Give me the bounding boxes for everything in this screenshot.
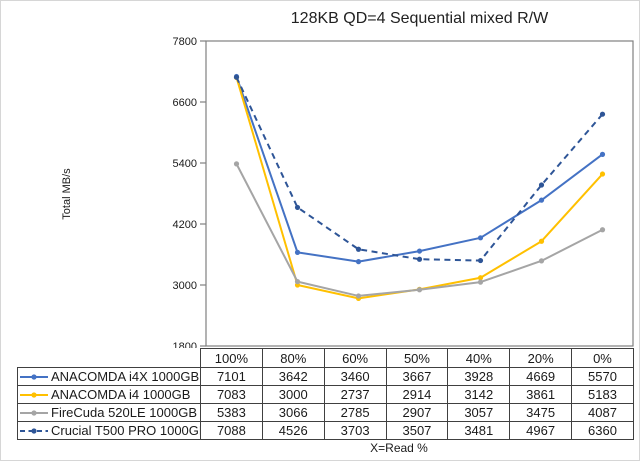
value-cell: 3642 [261,367,325,386]
data-point-marker [416,248,423,254]
y-tick-label: 6600 [173,97,197,109]
category-header-cell: 0% [571,348,634,368]
data-point-marker [599,227,606,233]
data-point-marker [599,171,606,177]
category-header-cell: 20% [509,348,573,368]
data-point-marker [233,74,240,80]
value-cell: 4967 [509,421,573,440]
value-cell: 3475 [509,403,573,422]
value-cell: 3703 [323,421,387,440]
plot-border [205,40,634,347]
series-name: Crucial T500 PRO 1000GB [51,423,201,438]
chart-title: 128KB QD=4 Sequential mixed R/W [290,10,549,27]
y-tick-label: 4200 [173,219,197,231]
plot-area: 1800 3000 4200 5400 6600 7800 [173,36,634,348]
data-point-marker [538,182,545,188]
data-point-marker [477,275,484,281]
category-header-cell: 40% [447,348,511,368]
table-corner-cell [18,349,201,368]
value-cell: 3000 [261,385,325,404]
series-name: FireCuda 520LE 1000GB [51,405,197,420]
data-point-marker [599,111,606,117]
legend-marker-icon [31,373,37,380]
value-cell: 2785 [323,403,387,422]
series-line-icon [20,373,48,380]
value-cell: 2737 [323,385,387,404]
value-cell: 4669 [509,367,573,386]
table-row: Crucial T500 PRO 1000GB 7088 4526 3703 3507 3… [17,421,634,440]
legend-item: ANACOMDA i4X 1000GB [17,367,201,386]
series-name: ANACOMDA i4X 1000GB [51,369,200,384]
value-cell: 3142 [447,385,511,404]
value-cell: 3057 [447,403,511,422]
legend-entry: FireCuda 520LE 1000GB [19,405,200,420]
y-tick-label: 3000 [173,280,197,292]
chart-data-table: 100% 80% 60% 50% 40% 20% 0% ANACOMDA i4X 1000GB… [17,348,634,440]
category-header-cell: 100% [200,348,263,368]
value-cell: 4526 [261,421,325,440]
value-cell: 7083 [200,385,263,404]
table-row: ANACOMDA i4 1000GB 7083 3000 2737 2914 3142 38… [17,385,634,404]
data-point-marker [477,235,484,241]
legend-entry: ANACOMDA i4X 1000GB [19,369,200,384]
category-header-cell: 60% [323,348,387,368]
value-cell: 2907 [385,403,449,422]
table-header-row: 100% 80% 60% 50% 40% 20% 0% [18,348,634,368]
value-cell: 2914 [385,385,449,404]
legend-item: Crucial T500 PRO 1000GB [17,421,201,440]
series-line [235,77,604,300]
value-cell: 3507 [385,421,449,440]
value-cell: 4087 [571,403,634,422]
series-line [235,163,603,297]
legend-entry: Crucial T500 PRO 1000GB [19,423,201,438]
value-cell: 3481 [447,421,511,440]
value-cell: 3928 [447,367,511,386]
value-cell: 5183 [571,385,634,404]
legend-entry: ANACOMDA i4 1000GB [19,387,200,402]
y-tick-label: 1800 [173,341,197,348]
value-cell: 5570 [571,367,634,386]
data-point-marker [477,279,484,285]
data-point-marker [294,279,301,285]
value-cell: 7088 [200,421,263,440]
data-point-marker [294,204,301,211]
data-point-marker [538,258,545,264]
value-cell: 6360 [571,421,634,440]
data-point-marker [355,259,362,265]
value-cell: 3066 [261,403,325,422]
value-cell: 5383 [200,403,263,422]
series-line-icon [20,427,48,434]
data-point-marker [416,256,423,262]
data-point-marker [233,161,240,167]
legend-marker-icon [31,427,37,434]
series-line-icon [20,409,48,416]
y-tick-label: 7800 [173,36,197,48]
x-axis-title: X=Read % [370,441,428,455]
series-name: ANACOMDA i4 1000GB [51,387,191,402]
value-cell: 3667 [385,367,449,386]
legend-marker-icon [31,391,37,398]
data-point-marker [294,249,301,255]
value-cell: 3460 [323,367,387,386]
category-header-cell: 80% [261,348,325,368]
value-cell: 3861 [509,385,573,404]
y-tick-label: 5400 [173,158,197,170]
legend-item: FireCuda 520LE 1000GB [17,403,201,422]
data-point-marker [355,246,362,252]
table-row: ANACOMDA i4X 1000GB 7101 3642 3460 3667 3928 4… [17,367,634,386]
data-point-marker [538,238,545,244]
data-point-marker [477,257,484,264]
legend-marker-icon [31,409,37,416]
data-point-marker [599,151,606,157]
data-point-marker [355,293,362,299]
data-point-marker [538,197,545,203]
series-line-icon [20,391,48,398]
data-point-marker [416,287,423,293]
legend-item: ANACOMDA i4 1000GB [17,385,201,404]
value-cell: 7101 [200,367,263,386]
table-row: FireCuda 520LE 1000GB 5383 3066 2785 2907 305… [17,403,634,422]
category-header-cell: 50% [385,348,449,368]
